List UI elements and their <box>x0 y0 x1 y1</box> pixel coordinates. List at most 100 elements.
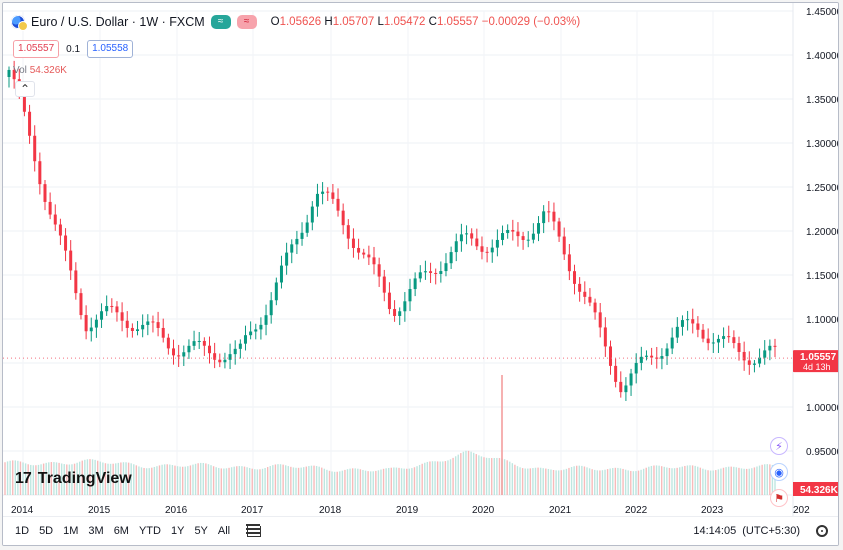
volume-bar <box>305 466 308 495</box>
volume-bar <box>485 457 488 495</box>
candle-body <box>629 373 633 386</box>
volume-bar <box>377 470 380 495</box>
candle-body <box>346 225 350 239</box>
candle-body <box>634 362 638 374</box>
candle-body <box>115 306 119 313</box>
volume-bar <box>156 466 158 495</box>
sell-status-icon[interactable]: ≈ <box>236 15 257 29</box>
volume-bar <box>596 470 599 495</box>
timezone-text[interactable]: (UTC+5:30) <box>742 525 800 537</box>
candle-body <box>742 351 746 361</box>
volume-bar <box>457 454 459 495</box>
volume-bar <box>581 465 583 495</box>
range-1d[interactable]: 1D <box>15 525 30 537</box>
volume-bar <box>321 467 323 495</box>
candle-body <box>552 211 556 222</box>
volume-bar <box>48 462 50 495</box>
volume-bar <box>367 471 369 495</box>
volume-bar <box>452 457 454 495</box>
volume-bar <box>140 467 143 495</box>
volume-bar <box>313 465 315 495</box>
volume-bar <box>112 463 114 495</box>
candle-body <box>274 282 278 301</box>
volume-badge <box>793 482 838 496</box>
range-6m[interactable]: 6M <box>113 525 129 537</box>
volume-bar <box>769 464 771 495</box>
range-ytd[interactable]: YTD <box>138 525 161 537</box>
volume-bar <box>539 467 542 495</box>
volume-bar <box>416 466 418 495</box>
volume-bar <box>660 466 663 495</box>
candle-body <box>434 272 438 274</box>
volume-bar <box>699 467 702 495</box>
volume-bar <box>555 470 557 495</box>
volume-bar <box>753 467 756 495</box>
range-1m[interactable]: 1M <box>63 525 79 537</box>
flag-icon[interactable]: ⚑ <box>770 489 788 507</box>
volume-bar <box>133 464 135 495</box>
volume-bar <box>583 466 586 495</box>
candle-body <box>321 191 325 194</box>
volume-bar <box>171 465 174 495</box>
volume-bar <box>658 465 660 495</box>
date-range-icon[interactable] <box>246 523 262 539</box>
candle-body <box>655 357 659 359</box>
candle-body <box>110 306 114 308</box>
candle-body <box>716 338 720 343</box>
volume-bar <box>385 468 387 495</box>
volume-bar <box>32 465 35 495</box>
range-1y[interactable]: 1Y <box>170 525 185 537</box>
range-3m[interactable]: 3M <box>88 525 104 537</box>
buy-status-icon[interactable]: ≈ <box>210 15 231 29</box>
volume-bar <box>45 462 47 495</box>
candle-body <box>752 363 756 365</box>
volume-bar <box>202 462 204 495</box>
collapse-legend-button[interactable]: ⌃ <box>15 81 35 97</box>
candle-body <box>357 247 361 253</box>
volume-bar <box>53 462 55 495</box>
volume-bar <box>130 463 132 495</box>
volume-bar <box>380 469 382 495</box>
volume-bar <box>194 463 197 495</box>
volume-bar <box>599 470 601 495</box>
globe-icon[interactable]: ◉ <box>770 463 788 481</box>
candle-body <box>223 359 227 363</box>
candle-body <box>351 238 355 248</box>
price-chart[interactable]: 1.45000 1.40000 1.35000 1.30000 1.25000 1.200… <box>3 3 839 546</box>
candle-body <box>74 270 78 294</box>
settings-icon[interactable] <box>816 525 828 537</box>
volume-bar <box>109 463 112 495</box>
range-5y[interactable]: 5Y <box>194 525 208 537</box>
candle-body <box>120 312 124 321</box>
alert-icon[interactable]: ⚡ <box>770 437 788 455</box>
volume-bar <box>189 465 192 495</box>
volume-bar <box>266 467 269 495</box>
candle-body <box>593 302 597 313</box>
volume-bar <box>174 465 176 495</box>
ask-box[interactable]: 1.05558 <box>87 40 134 58</box>
tradingview-brand: TradingView <box>37 470 132 487</box>
volume-bar <box>102 462 104 495</box>
candle-body <box>279 265 283 283</box>
volume-bar <box>364 470 367 495</box>
volume-bar <box>351 468 354 495</box>
candle-body <box>516 231 520 237</box>
range-all[interactable]: All <box>217 525 231 537</box>
volume-bar <box>104 463 107 495</box>
volume-bar <box>740 468 743 495</box>
candle-body <box>578 283 582 292</box>
range-5d[interactable]: 5D <box>39 525 54 537</box>
volume-bar <box>122 462 125 495</box>
quote-boxes: 1.05557 0.1 1.05558 <box>13 40 134 58</box>
candle-body <box>711 342 715 344</box>
volume-bar <box>58 462 60 495</box>
candle-body <box>603 327 607 347</box>
symbol-legend[interactable]: Euro / U.S. Dollar · 1W · FXCM ≈ ≈ O1.05… <box>11 15 580 31</box>
bid-box[interactable]: 1.05557 <box>13 40 60 58</box>
volume-value: 54.326K <box>29 65 67 76</box>
candle-body <box>650 355 654 358</box>
volume-bar <box>738 467 740 495</box>
candle-body <box>130 327 134 332</box>
volume-bar <box>766 464 768 495</box>
volume-bar <box>248 467 251 495</box>
